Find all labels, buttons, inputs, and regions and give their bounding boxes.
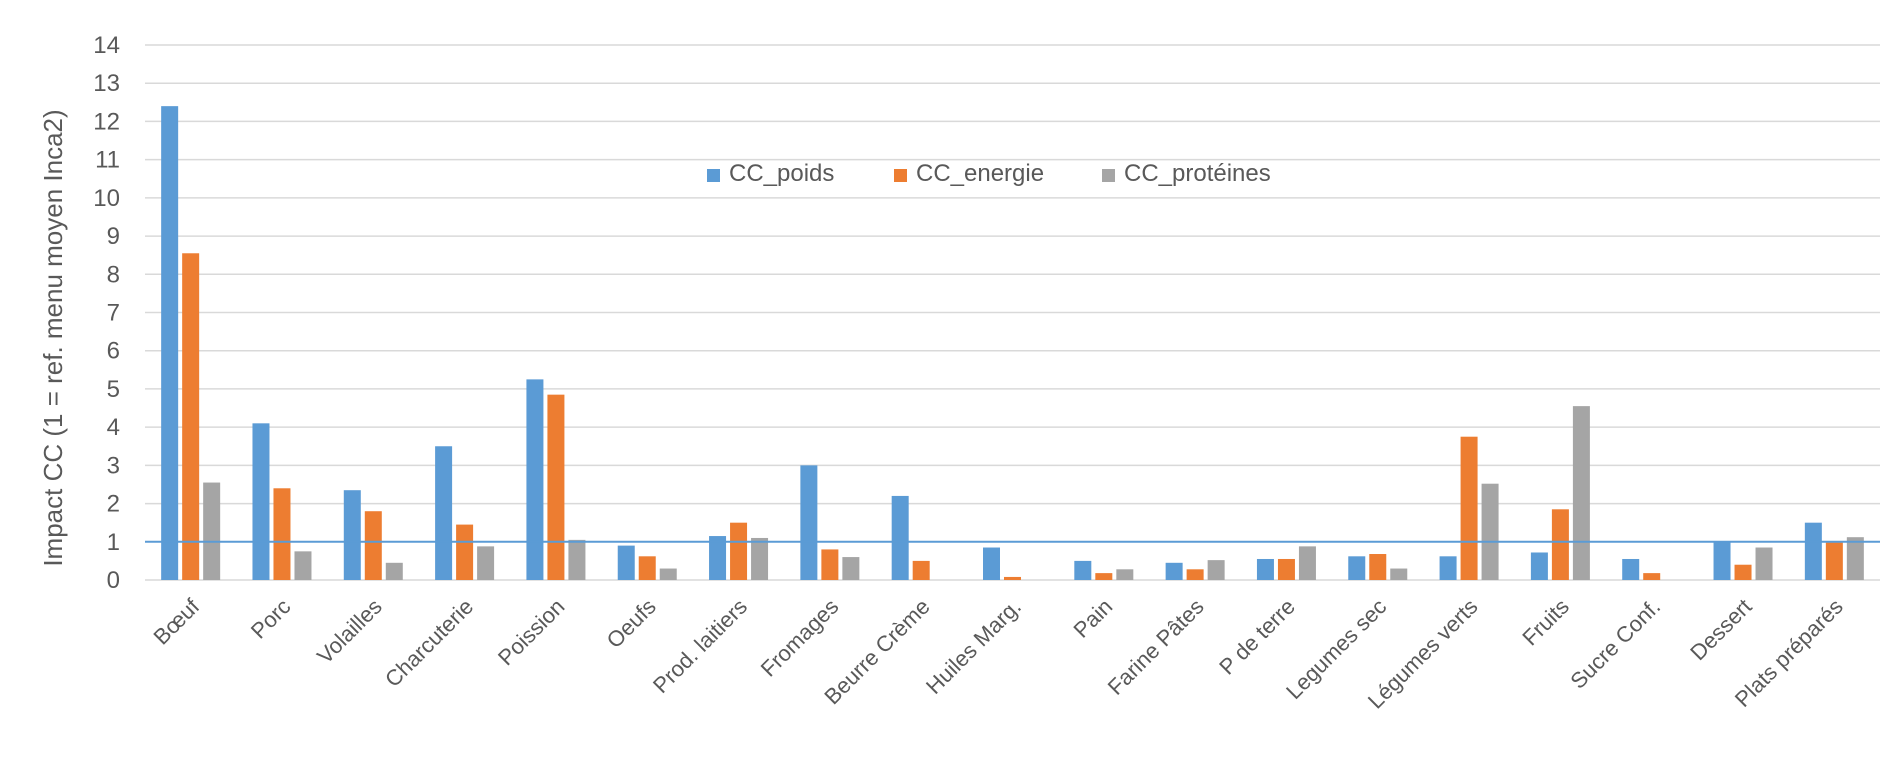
bar-CC_poids-11 [1165,562,1183,580]
bar-CC_poids-15 [1530,552,1548,580]
bar-CC_protéines-1 [294,551,312,580]
bar-CC_poids-2 [343,490,361,580]
bar-CC_poids-8 [891,495,909,580]
bar-CC_energie-3 [456,524,474,580]
bar-CC_protéines-7 [842,557,860,580]
bar-CC_poids-4 [526,379,544,580]
y-tick-label: 14 [93,32,120,59]
bar-CC_protéines-13 [1390,568,1408,580]
bar-CC_poids-10 [1074,560,1092,580]
x-category-label: Poission [493,594,569,670]
bar-CC_poids-3 [435,446,453,580]
bars [161,106,1864,581]
bar-CC_poids-6 [709,536,727,580]
y-tick-label: 7 [107,300,120,327]
bar-CC_energie-1 [273,488,291,580]
bar-CC_protéines-10 [1116,569,1134,580]
legend-label: CC_energie [916,160,1044,187]
x-category-label: Prod. laitiers [648,594,752,698]
legend-swatch-0 [707,169,720,182]
legend-swatch-1 [894,169,907,182]
bar-CC_poids-12 [1256,558,1274,580]
x-category-label: P de terre [1214,594,1300,680]
y-tick-label: 9 [107,223,120,250]
bar-CC_poids-16 [1622,558,1640,580]
bar-CC_protéines-4 [568,539,586,580]
y-tick-label: 4 [107,414,120,441]
y-tick-label: 8 [107,261,120,288]
y-tick-label: 13 [93,70,120,97]
y-tick-label: 2 [107,491,120,518]
bar-CC_energie-5 [638,556,656,580]
x-category-label: Porc [246,594,296,644]
x-category-label: Dessert [1685,594,1756,665]
bar-CC_energie-2 [364,511,382,580]
bar-CC_energie-6 [730,522,748,580]
bar-CC_poids-7 [800,465,818,580]
bar-CC_protéines-12 [1298,546,1316,580]
legend-label: CC_poids [729,160,834,187]
y-tick-label: 0 [107,567,120,594]
bar-CC_energie-16 [1643,573,1661,580]
y-tick-label: 1 [107,529,120,556]
bar-CC_energie-10 [1095,573,1113,580]
legend-label: CC_protéines [1124,160,1271,187]
x-category-label: Oeufs [602,594,661,653]
bar-CC_protéines-0 [203,482,221,580]
bar-CC_poids-5 [617,545,635,580]
x-category-label: Pain [1069,594,1118,643]
bar-CC_energie-11 [1186,569,1204,580]
x-category-label: Fromages [756,594,844,682]
bar-CC_energie-18 [1825,542,1843,580]
x-category-label: Volailles [312,594,387,669]
bar-CC_protéines-5 [659,568,677,580]
x-category-label: Fruits [1517,594,1574,651]
bar-CC_poids-9 [983,547,1000,580]
bar-CC_energie-4 [547,394,565,580]
legend: CC_poids CC_energie CC_protéines [707,160,1271,187]
bar-CC_energie-9 [1004,576,1021,580]
bar-CC_poids-13 [1348,556,1366,580]
bar-CC_energie-7 [821,549,839,580]
bar-CC_protéines-11 [1207,560,1225,580]
bar-CC_protéines-3 [477,546,495,580]
bar-CC_energie-0 [182,253,200,580]
y-tick-label: 3 [107,452,120,479]
bar-CC_energie-14 [1460,436,1478,580]
bar-CC_protéines-2 [385,562,403,580]
bar-CC_poids-0 [161,106,179,581]
gridlines [145,44,1880,581]
y-tick-label: 6 [107,338,120,365]
bar-CC_protéines-17 [1755,547,1773,580]
y-axis-title: Impact CC (1 = ref. menu moyen Inca2) [38,109,68,566]
bar-CC_energie-12 [1277,558,1295,580]
y-tick-label: 5 [107,376,120,403]
x-category-label: Sucre Conf. [1565,594,1665,694]
x-category-label: Charcuterie [380,594,478,692]
bar-CC_protéines-14 [1481,483,1499,580]
y-tick-label: 10 [93,185,120,212]
bar-CC_energie-8 [912,560,930,580]
bar-CC_energie-15 [1551,509,1569,580]
x-category-label: Bœuf [148,593,204,649]
x-category-label: Farine Pâtes [1103,594,1209,700]
bar-CC_protéines-15 [1572,406,1590,580]
bar-CC_energie-13 [1369,554,1387,580]
bar-CC_energie-17 [1734,564,1752,580]
bar-CC_poids-1 [252,423,270,580]
y-tick-label: 11 [95,147,120,174]
bar-CC_protéines-18 [1846,537,1864,580]
bar-CC_protéines-6 [751,537,769,580]
bar-CC_poids-17 [1713,541,1731,580]
legend-swatch-2 [1102,169,1115,182]
bar-CC_poids-14 [1439,556,1457,580]
x-category-label: Huiles Marg. [921,594,1026,699]
bar-CC_poids-18 [1804,522,1822,580]
y-tick-label: 12 [93,108,120,135]
